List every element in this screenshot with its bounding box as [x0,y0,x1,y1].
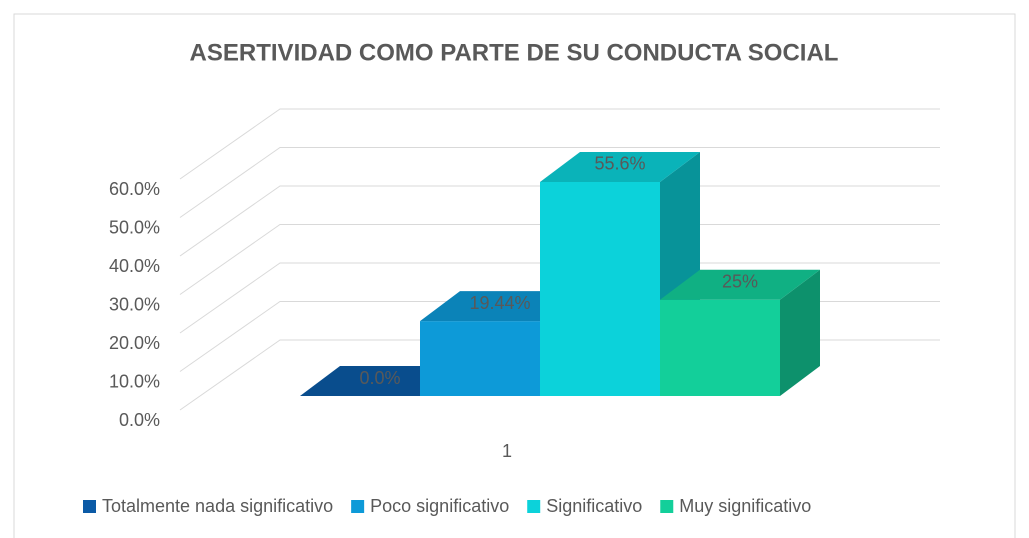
legend-swatch [527,500,541,513]
data-label: 55.6% [594,154,645,174]
legend-label: Totalmente nada significativo [102,496,333,516]
y-tick-label: 50.0% [109,217,160,237]
y-tick-label: 40.0% [109,256,160,276]
data-label: 19.44% [469,293,530,313]
bar-top [660,269,820,300]
x-tick-label: 1 [502,441,512,461]
legend-swatch [660,500,674,513]
bar-side [780,269,820,396]
bar-front [420,321,540,396]
bar-front [540,181,660,396]
data-label: 25% [722,272,758,292]
bar-front [660,299,780,396]
y-tick-label: 30.0% [109,294,160,314]
grid-line [179,262,940,334]
bar-top [540,151,700,182]
y-tick-label: 20.0% [109,333,160,353]
grid-line [179,224,940,295]
legend-label: Poco significativo [370,496,509,516]
y-tick-label: 0.0% [119,410,160,430]
legend-swatch [83,500,96,513]
legend-label: Muy significativo [679,496,811,516]
chart-frame [13,13,1016,538]
legend-label: Significativo [546,496,642,516]
grid-line [179,147,940,218]
y-tick-label: 10.0% [109,371,160,391]
legend-swatch [351,500,365,513]
chart-title: ASERTIVIDAD COMO PARTE DE SU CONDUCTA SO… [190,39,839,66]
grid-line [179,185,940,257]
data-label: 0.0% [359,368,400,388]
grid-line [179,108,940,180]
bar [660,269,820,396]
y-tick-label: 60.0% [109,179,160,199]
